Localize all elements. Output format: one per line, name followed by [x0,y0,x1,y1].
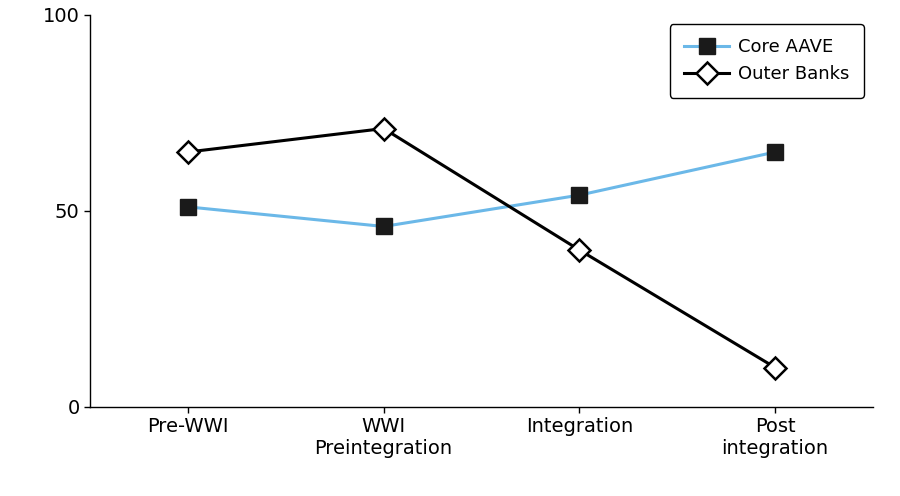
Legend: Core AAVE, Outer Banks: Core AAVE, Outer Banks [670,24,864,98]
